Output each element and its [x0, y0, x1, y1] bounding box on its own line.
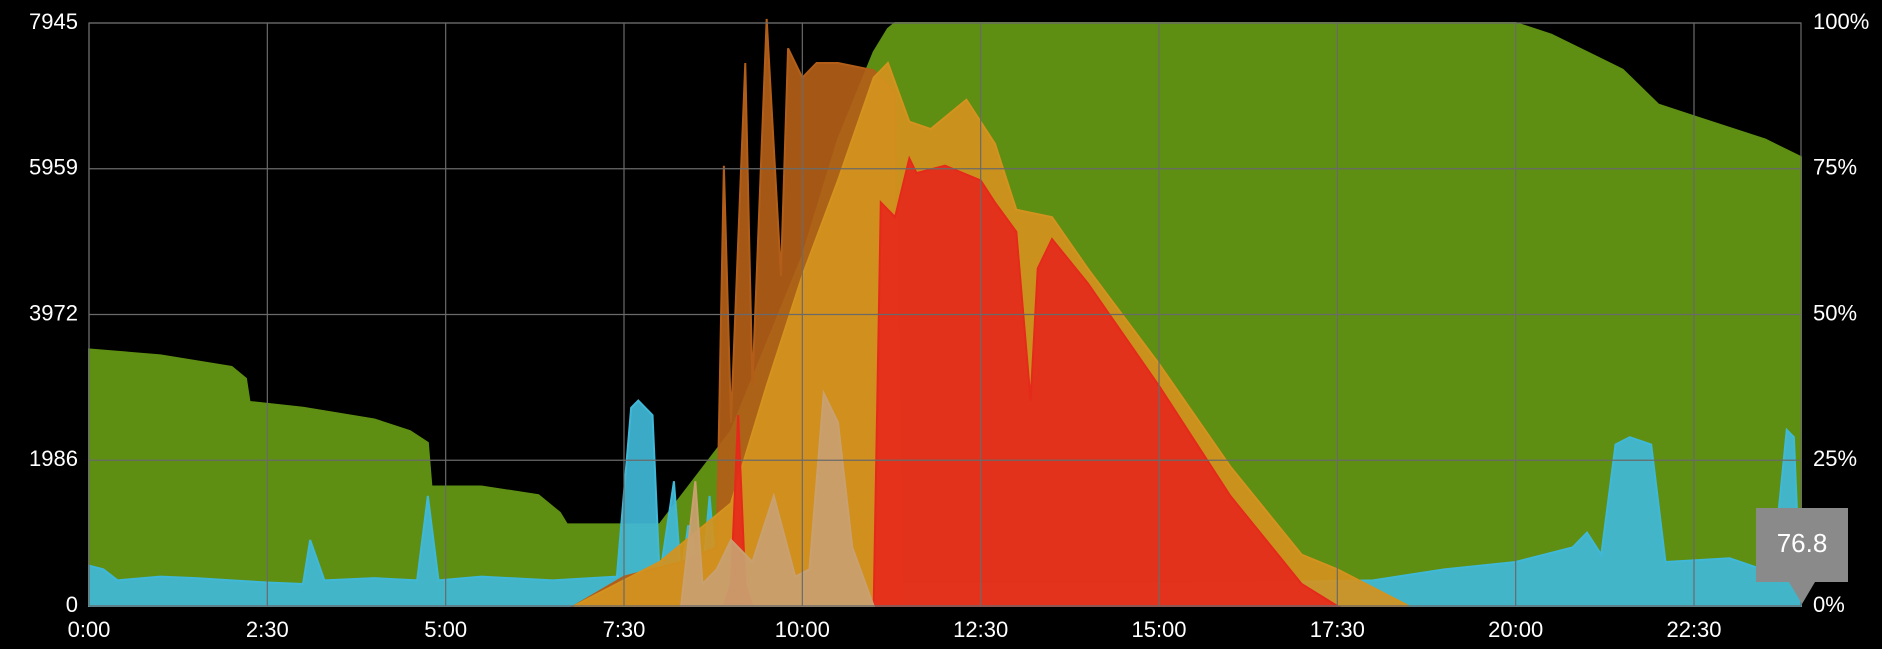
x-tick-label: 12:30: [953, 617, 1008, 642]
y-tick-label: 7945: [29, 9, 78, 34]
x-tick-label: 20:00: [1488, 617, 1543, 642]
x-tick-label: 7:30: [603, 617, 646, 642]
y2-tick-label: 0%: [1813, 592, 1845, 617]
x-tick-label: 0:00: [68, 617, 111, 642]
x-tick-label: 5:00: [424, 617, 467, 642]
x-tick-label: 2:30: [246, 617, 289, 642]
y-tick-label: 3972: [29, 300, 78, 325]
x-tick-label: 10:00: [775, 617, 830, 642]
x-tick-label: 22:30: [1666, 617, 1721, 642]
tooltip-box: [1756, 508, 1848, 604]
y-tick-label: 1986: [29, 446, 78, 471]
y2-tick-label: 25%: [1813, 446, 1857, 471]
y-tick-label: 5959: [29, 155, 78, 180]
x-tick-label: 15:00: [1131, 617, 1186, 642]
tooltip-label: 76.8: [1777, 528, 1828, 558]
plot-frame: [88, 22, 1802, 607]
y-tick-label: 0: [66, 592, 78, 617]
tooltip: 76.8: [1756, 508, 1848, 604]
y2-tick-label: 100%: [1813, 9, 1869, 34]
y2-tick-label: 50%: [1813, 300, 1857, 325]
area-series: [679, 389, 876, 607]
y2-tick-label: 75%: [1813, 155, 1857, 180]
x-tick-label: 17:30: [1310, 617, 1365, 642]
